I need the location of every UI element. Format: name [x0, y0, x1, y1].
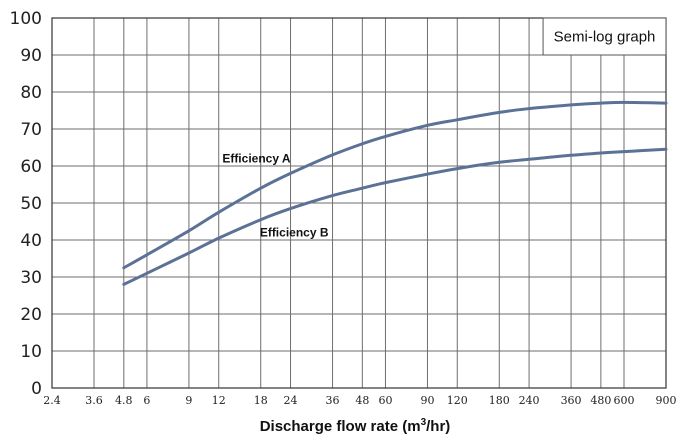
y-tick-label: 70 [20, 120, 42, 140]
x-tick-label: 60 [378, 394, 392, 407]
series-line-efficiency-b [122, 147, 668, 286]
x-tick-label: 90 [420, 394, 434, 407]
labels: 0 10 20 30 40 50 60 70 80 90 100 2.4 3.6 4.8 6 9 12 18 24 3… [10, 9, 677, 435]
x-tick-label: 120 [447, 394, 468, 407]
x-tick-label: 24 [284, 394, 298, 407]
y-tick-label: 90 [20, 46, 42, 66]
series-label-efficiency-b: Efficiency B [260, 226, 329, 240]
y-tick-label: 50 [20, 194, 42, 214]
x-tick-label: 4.8 [115, 394, 133, 407]
x-tick-label: 2.4 [43, 394, 61, 407]
x-tick-label: 12 [212, 394, 226, 407]
y-tick-label: 40 [20, 231, 42, 251]
annotation-text: Semi-log graph [554, 29, 656, 46]
y-tick-label: 30 [20, 268, 42, 288]
plot-frame [51, 17, 667, 389]
series-line-efficiency-a [122, 100, 668, 270]
y-tick-label: 0 [31, 379, 42, 399]
y-tick-label: 80 [20, 83, 42, 103]
x-tick-label: 480 [590, 394, 611, 407]
x-tick-label: 600 [613, 394, 634, 407]
x-tick-label: 36 [326, 394, 340, 407]
y-tick-label: 10 [20, 342, 42, 362]
x-tick-label: 18 [254, 394, 268, 407]
x-tick-label: 240 [519, 394, 540, 407]
x-tick-label: 900 [656, 394, 677, 407]
series-lines [122, 100, 668, 286]
y-tick-label: 60 [20, 157, 42, 177]
annotation-box [542, 17, 667, 56]
series-label-efficiency-a: Efficiency A [222, 152, 291, 166]
y-tick-label: 20 [20, 305, 42, 325]
x-tick-label: 360 [561, 394, 582, 407]
x-tick-label: 9 [185, 394, 192, 407]
x-tick-label: 3.6 [85, 394, 103, 407]
x-tick-label: 48 [355, 394, 369, 407]
y-tick-label: 100 [10, 9, 42, 29]
x-tick-label: 180 [489, 394, 510, 407]
axes [51, 17, 667, 389]
x-tick-label: 6 [143, 394, 150, 407]
grid [51, 17, 667, 389]
x-axis-label: Discharge flow rate (m3/hr) [260, 417, 451, 435]
